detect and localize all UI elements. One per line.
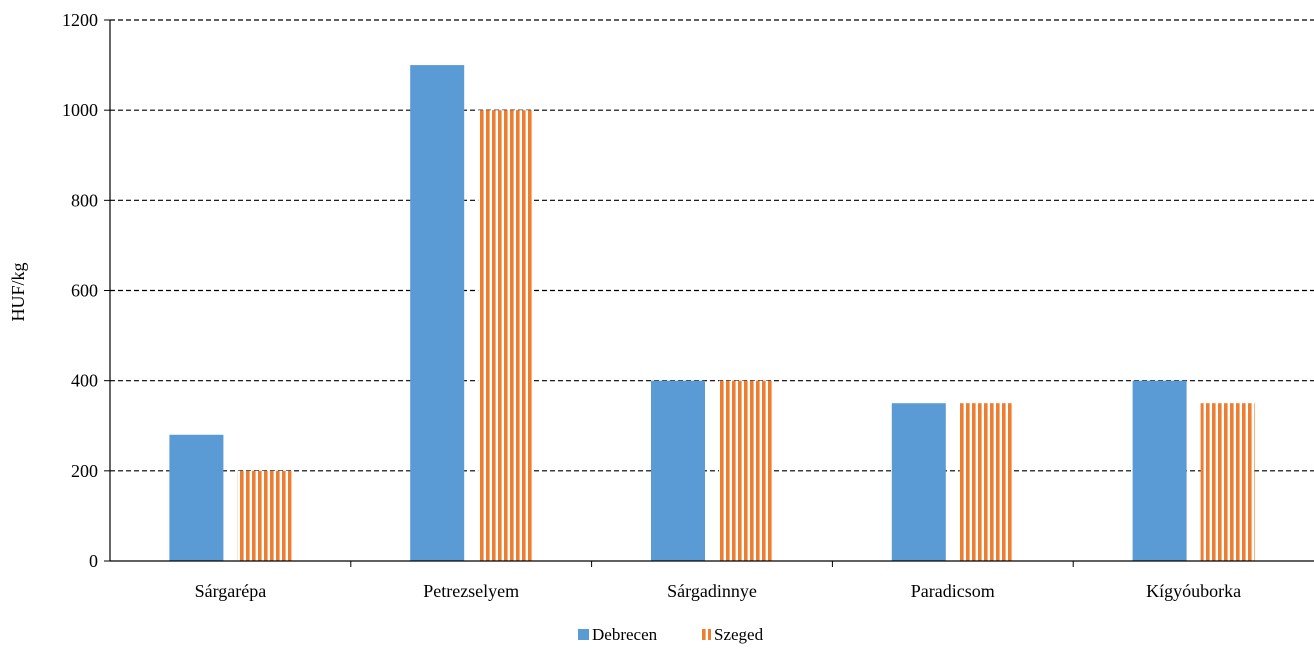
bar-debrecen-5 (1133, 381, 1187, 561)
y-tick-label: 0 (89, 551, 98, 571)
x-tick-label: Petrezselyem (423, 581, 519, 601)
x-tick-label: Paradicsom (911, 581, 995, 601)
bars (169, 65, 1254, 561)
bar-szeged-3 (719, 381, 773, 561)
bar-debrecen-2 (410, 65, 464, 561)
bar-szeged-1 (237, 471, 291, 561)
y-axis-title: HUF/kg (8, 262, 28, 321)
y-tick-label: 400 (71, 371, 98, 391)
y-tick-label: 800 (71, 190, 98, 210)
legend-swatch-debrecen (578, 629, 589, 640)
bar-debrecen-1 (169, 435, 223, 561)
bar-szeged-4 (960, 403, 1014, 561)
y-tick-label: 1200 (62, 10, 98, 30)
bar-debrecen-4 (892, 403, 946, 561)
legend: Debrecen Szeged (578, 625, 764, 644)
x-tick-label: Sárgarépa (195, 581, 267, 601)
bar-szeged-5 (1201, 403, 1255, 561)
y-tick-label: 600 (71, 281, 98, 301)
y-tick-label: 200 (71, 461, 98, 481)
legend-label-debrecen: Debrecen (592, 625, 658, 644)
bar-debrecen-3 (651, 381, 705, 561)
y-tick-label: 1000 (62, 100, 98, 120)
bar-szeged-2 (478, 110, 532, 561)
legend-swatch-szeged (700, 629, 711, 640)
x-tick-label: Sárgadinnye (667, 581, 757, 601)
x-tick-label: Kígyóuborka (1146, 581, 1241, 601)
legend-label-szeged: Szeged (714, 625, 764, 644)
